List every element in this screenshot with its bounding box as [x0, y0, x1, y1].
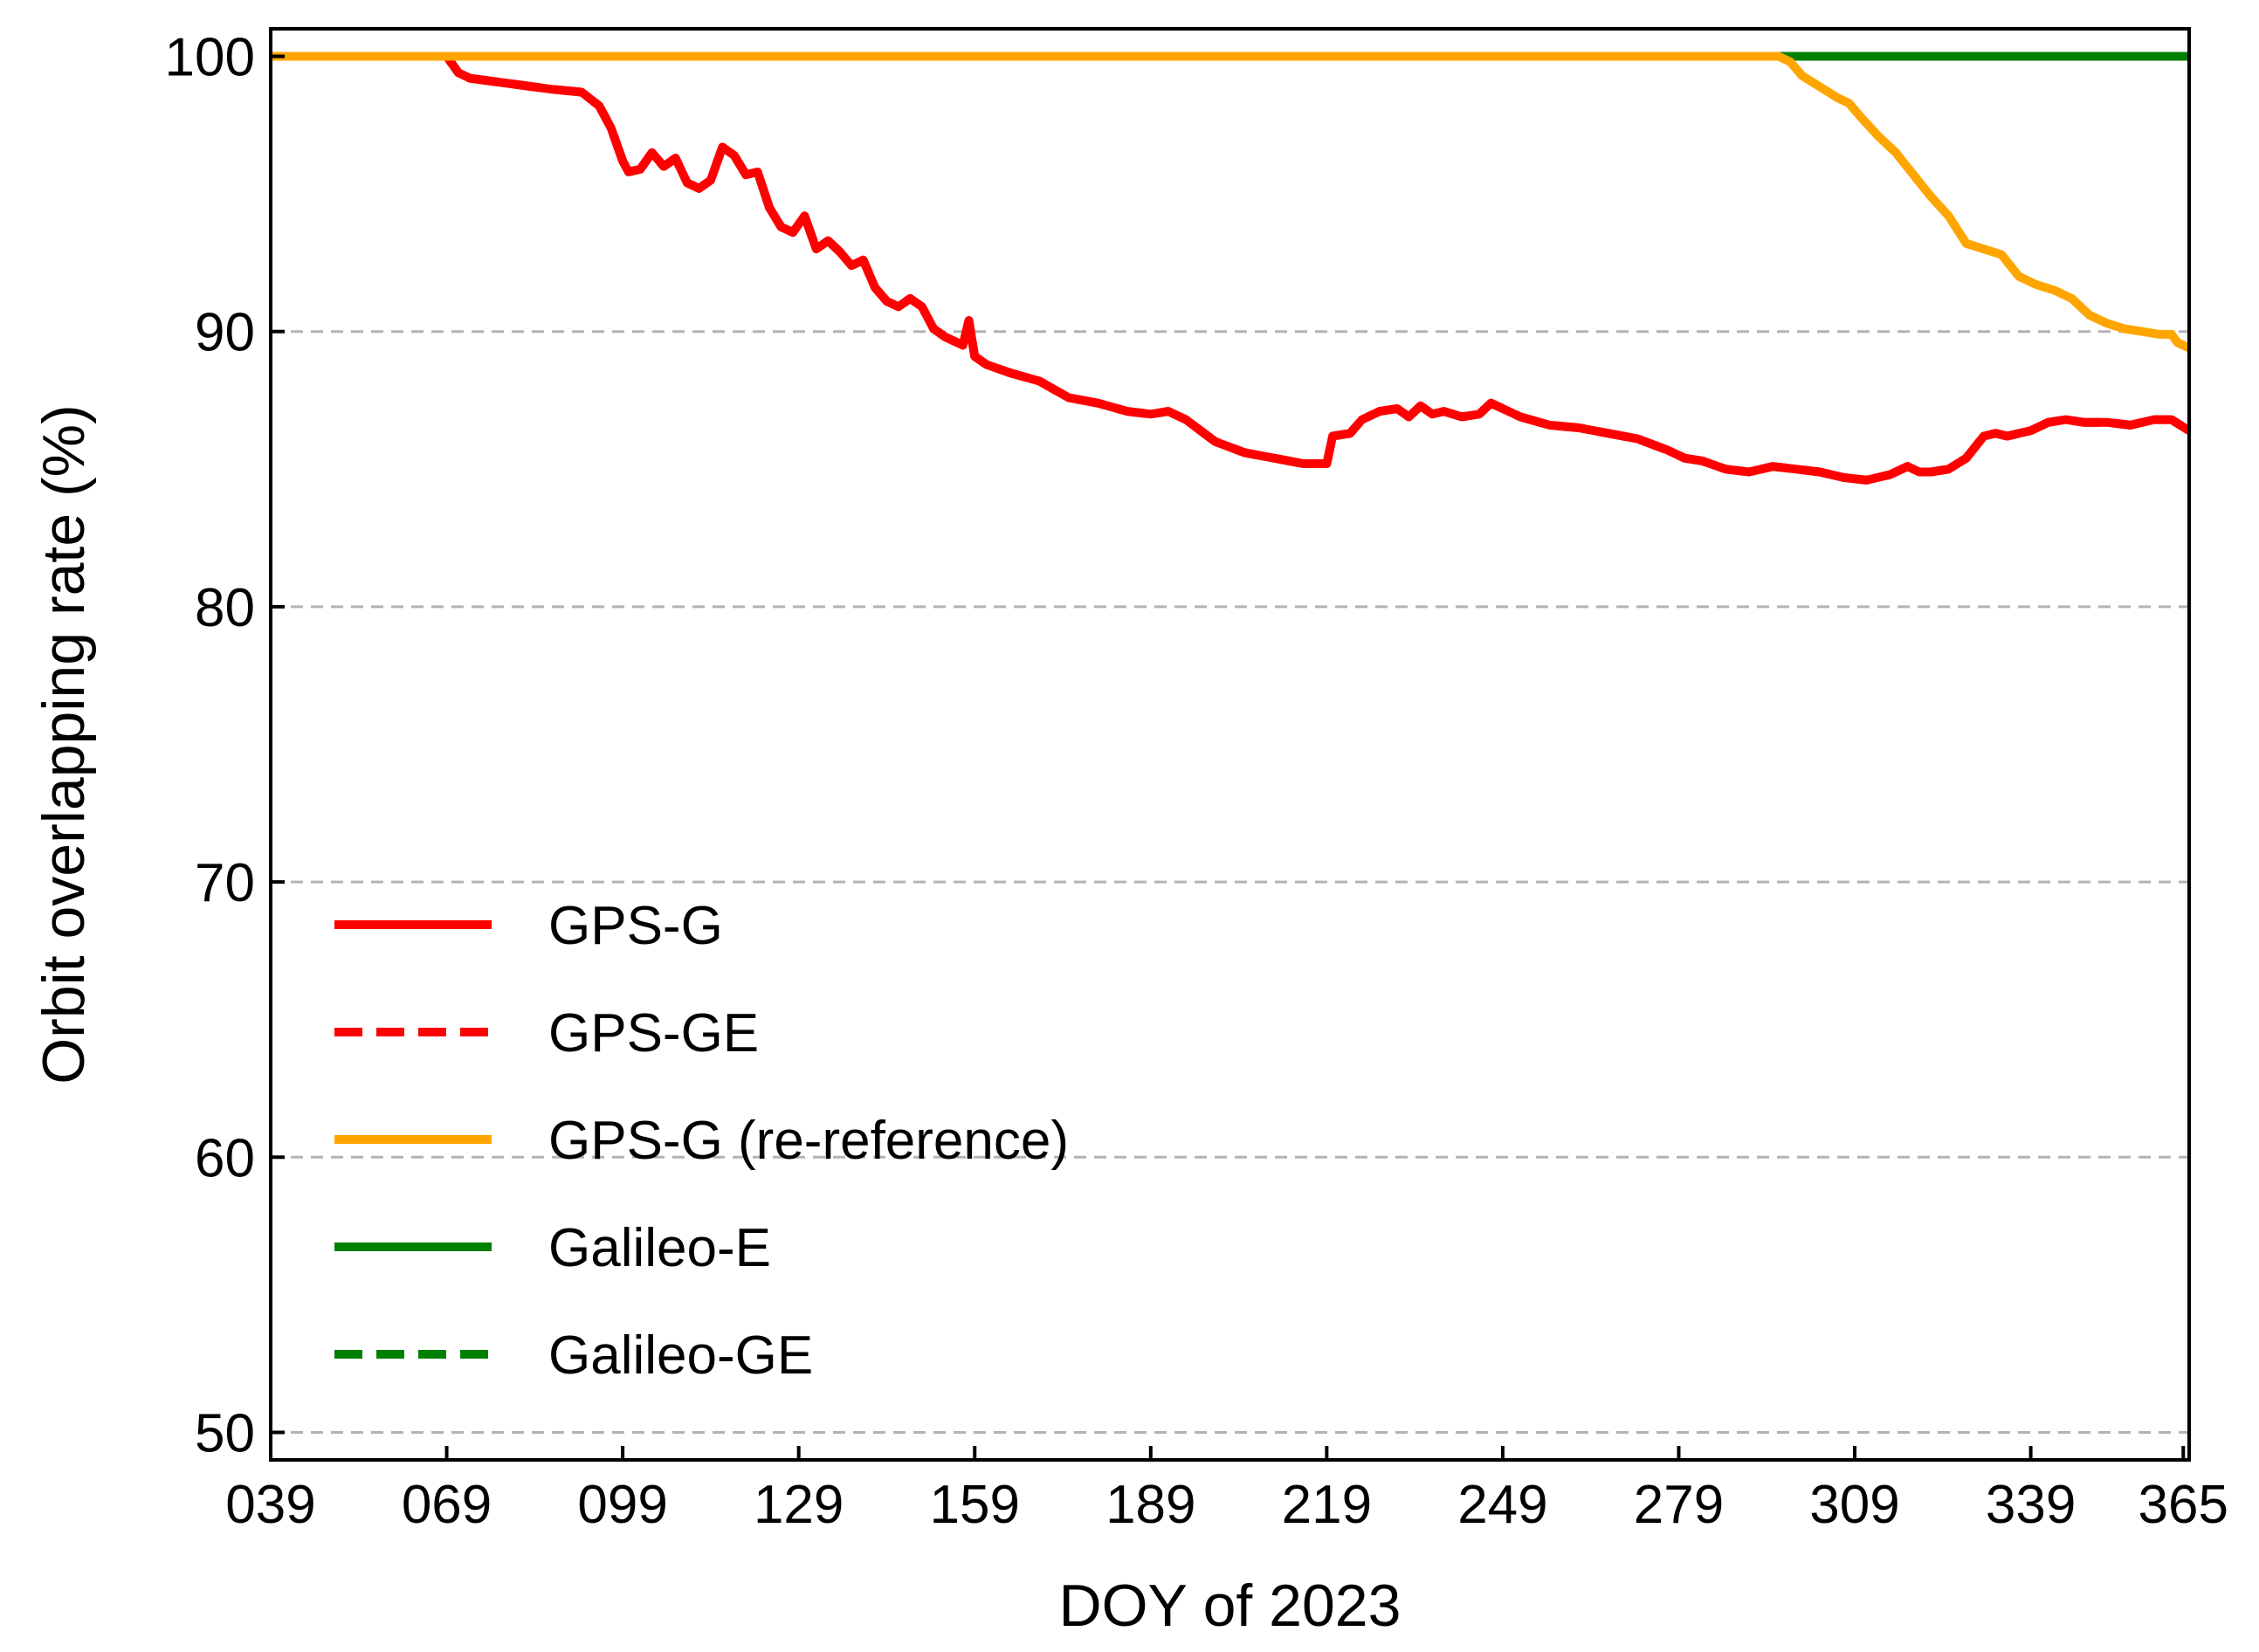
y-tick-label: 80: [195, 578, 255, 638]
series-line-gps-g: [271, 52, 2192, 485]
x-tick-label: 339: [1986, 1475, 2076, 1535]
series-line-gps-ge: [271, 52, 2192, 485]
legend: GPS-G GPS-GE GPS-G (re-reference) Galileo-E…: [334, 896, 1069, 1386]
y-axis-title: Orbit overlapping rate (%): [31, 404, 97, 1084]
y-tick-label: 70: [195, 853, 255, 913]
x-tick-label: 159: [930, 1475, 1020, 1535]
x-tick-label: 039: [225, 1475, 315, 1535]
legend-label: Galileo-GE: [548, 1325, 813, 1386]
x-tick-label: 249: [1457, 1475, 1547, 1535]
plot-frame: [269, 27, 2191, 1462]
y-tick-label: 60: [195, 1128, 255, 1188]
x-tick-label: 099: [577, 1475, 667, 1535]
x-tick-label: 279: [1634, 1475, 1724, 1535]
legend-label: Galileo-E: [548, 1218, 771, 1278]
x-tick-label: 219: [1282, 1475, 1372, 1535]
x-axis-ticks: 039 069 099 129 159 189 219 249 279 309 339 365: [225, 1446, 2228, 1535]
legend-label: GPS-GE: [548, 1003, 759, 1063]
x-tick-label: 365: [2138, 1475, 2228, 1535]
series-line-gps-g-re-reference: [271, 52, 2192, 353]
x-tick-label: 129: [754, 1475, 844, 1535]
x-tick-label: 069: [402, 1475, 492, 1535]
x-axis-title: DOY of 2023: [1059, 1573, 1402, 1639]
x-tick-label: 309: [1809, 1475, 1899, 1535]
y-tick-label: 50: [195, 1403, 255, 1463]
legend-label: GPS-G: [548, 896, 723, 956]
y-axis-ticks: 50 60 70 80 90 100: [165, 28, 285, 1463]
x-tick-label: 189: [1105, 1475, 1195, 1535]
series-lines: [271, 52, 2192, 485]
y-tick-label: 90: [195, 303, 255, 363]
legend-label: GPS-G (re-reference): [548, 1111, 1069, 1171]
y-tick-label: 100: [165, 28, 255, 88]
